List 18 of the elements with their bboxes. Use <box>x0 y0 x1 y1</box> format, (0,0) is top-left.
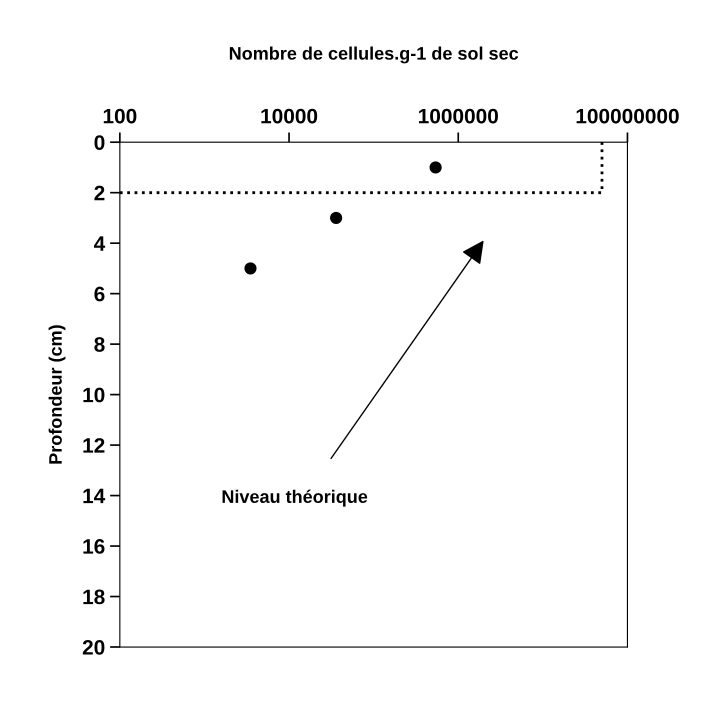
y-tick-label: 8 <box>94 337 105 352</box>
annotation: Niveau théorique <box>222 490 368 507</box>
y-tick-label: 6 <box>94 286 105 302</box>
x-axis-title: Nombre de cellules.g-1 de sol sec <box>230 46 518 64</box>
y-tick-label: 10 <box>83 388 104 402</box>
y-tick-label: 20 <box>82 640 104 655</box>
y-tick-label: 2 <box>94 186 104 200</box>
y-axis-title: Profondeur (cm) <box>48 325 66 464</box>
x-tick-label: 10000 <box>261 108 318 124</box>
y-tick-label: 18 <box>83 590 105 604</box>
x-tick-label: 1000000 <box>419 108 498 124</box>
y-tick-label: 16 <box>83 539 105 554</box>
y-tick-label: 0 <box>94 135 104 150</box>
x-tick-label: 100000000 <box>576 108 679 124</box>
y-tick-label: 4 <box>94 236 106 251</box>
y-tick-label: 14 <box>83 488 106 504</box>
y-tick-label: 12 <box>83 438 104 453</box>
x-tick-label: 100 <box>104 108 136 124</box>
